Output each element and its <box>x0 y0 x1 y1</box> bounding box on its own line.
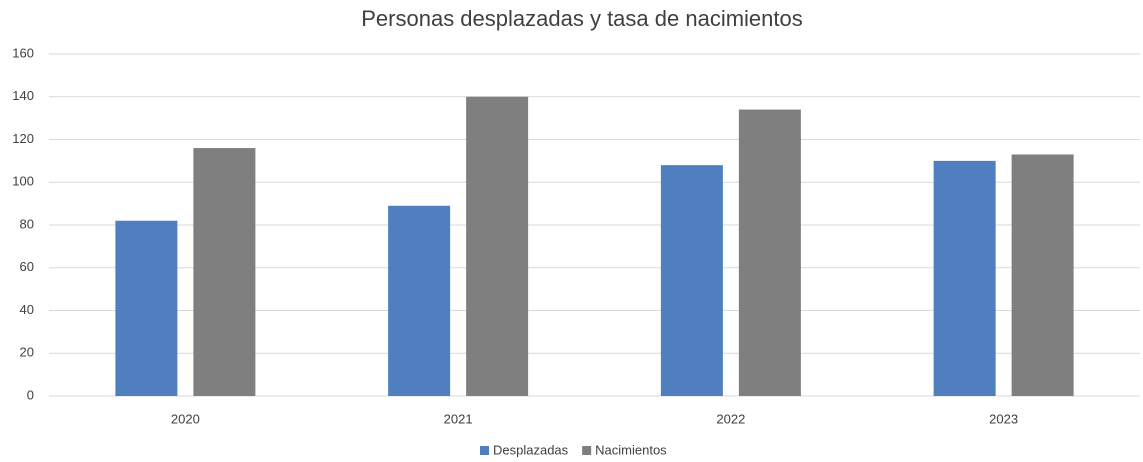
y-tick-label: 40 <box>20 302 34 317</box>
legend-swatch <box>582 446 592 455</box>
bar <box>933 160 996 396</box>
y-tick-label: 120 <box>12 131 34 146</box>
y-tick-label: 160 <box>12 45 34 60</box>
x-tick-label: 2020 <box>171 411 200 426</box>
legend-label: Nacimientos <box>595 442 667 457</box>
legend-swatch <box>480 446 489 455</box>
y-tick-label: 100 <box>12 174 34 189</box>
y-tick-label: 20 <box>20 345 34 360</box>
bar <box>388 205 451 396</box>
y-tick-label: 140 <box>12 88 34 103</box>
bar <box>1011 154 1074 396</box>
x-tick-label: 2023 <box>989 411 1018 426</box>
x-tick-label: 2022 <box>716 411 745 426</box>
y-tick-label: 80 <box>20 216 34 231</box>
bar <box>193 148 256 396</box>
chart-title: Personas desplazadas y tasa de nacimient… <box>361 6 802 31</box>
y-tick-label: 0 <box>27 387 34 402</box>
x-tick-label: 2021 <box>444 411 473 426</box>
bar <box>466 96 529 396</box>
bar <box>738 109 801 396</box>
bar <box>660 165 723 396</box>
legend-label: Desplazadas <box>493 442 569 457</box>
y-tick-label: 60 <box>20 259 34 274</box>
bar <box>115 220 178 396</box>
